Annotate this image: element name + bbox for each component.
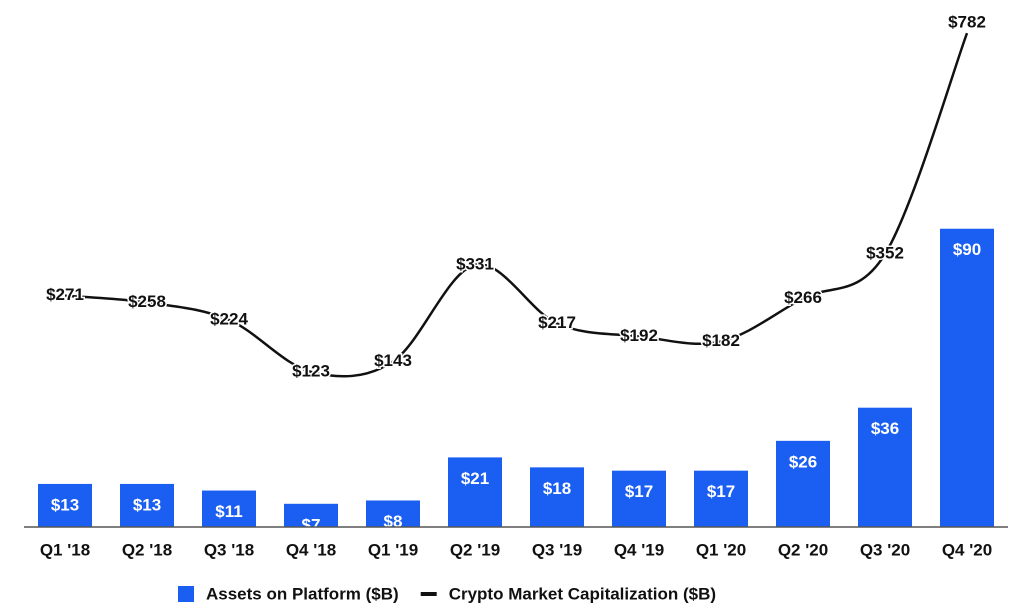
bar <box>284 503 338 527</box>
bar-value-label: $7 <box>302 515 321 534</box>
bar <box>776 440 830 527</box>
bar-value-label: $11 <box>215 502 242 521</box>
x-tick-label: Q4 '18 <box>286 540 336 559</box>
legend-label: Crypto Market Capitalization ($B) <box>449 584 716 603</box>
line <box>64 32 969 378</box>
bar-value-label: $8 <box>384 512 403 531</box>
legend-swatch <box>178 586 194 602</box>
line-value-label: $331 <box>456 254 494 273</box>
x-tick-label: Q2 '19 <box>450 540 500 559</box>
line-value-label: $271 <box>46 285 84 304</box>
line-value-label: $192 <box>620 326 658 345</box>
legend-swatch <box>420 592 437 596</box>
bar-value-label: $90 <box>953 240 981 259</box>
x-tick-label: Q3 '20 <box>860 540 910 559</box>
bar <box>366 500 420 527</box>
bar <box>858 407 912 527</box>
bar <box>612 470 666 527</box>
line-value-label: $143 <box>374 351 412 370</box>
bar-value-label: $21 <box>461 469 489 488</box>
bar-value-label: $13 <box>133 495 161 514</box>
line-value-label: $266 <box>784 288 822 307</box>
bar <box>448 457 502 527</box>
line-value-label: $217 <box>538 313 576 332</box>
line-value-label: $258 <box>128 292 166 311</box>
line-value-label: $182 <box>702 331 740 350</box>
x-tick-label: Q2 '18 <box>122 540 172 559</box>
x-tick-label: Q1 '18 <box>40 540 90 559</box>
x-tick-label: Q4 '19 <box>614 540 664 559</box>
bar-value-label: $36 <box>871 419 899 438</box>
line-value-label: $782 <box>948 13 986 32</box>
bar <box>694 470 748 527</box>
legend-label: Assets on Platform ($B) <box>206 584 399 603</box>
x-tick-label: Q4 '20 <box>942 540 992 559</box>
bar-value-label: $26 <box>789 452 817 471</box>
bar <box>202 490 256 527</box>
bar <box>940 228 994 527</box>
x-tick-label: Q1 '20 <box>696 540 746 559</box>
bar-value-label: $18 <box>543 479 571 498</box>
x-tick-label: Q2 '20 <box>778 540 828 559</box>
x-tick-label: Q3 '18 <box>204 540 254 559</box>
bar-value-label: $13 <box>51 495 79 514</box>
x-tick-label: Q3 '19 <box>532 540 582 559</box>
line-value-label: $352 <box>866 244 904 263</box>
line-value-label: $224 <box>210 309 248 328</box>
bar-value-label: $17 <box>625 482 653 501</box>
x-tick-label: Q1 '19 <box>368 540 418 559</box>
bar <box>120 483 174 527</box>
bar <box>38 483 92 527</box>
line-value-label: $123 <box>292 361 330 380</box>
bar <box>530 467 584 527</box>
bar-value-label: $17 <box>707 482 735 501</box>
